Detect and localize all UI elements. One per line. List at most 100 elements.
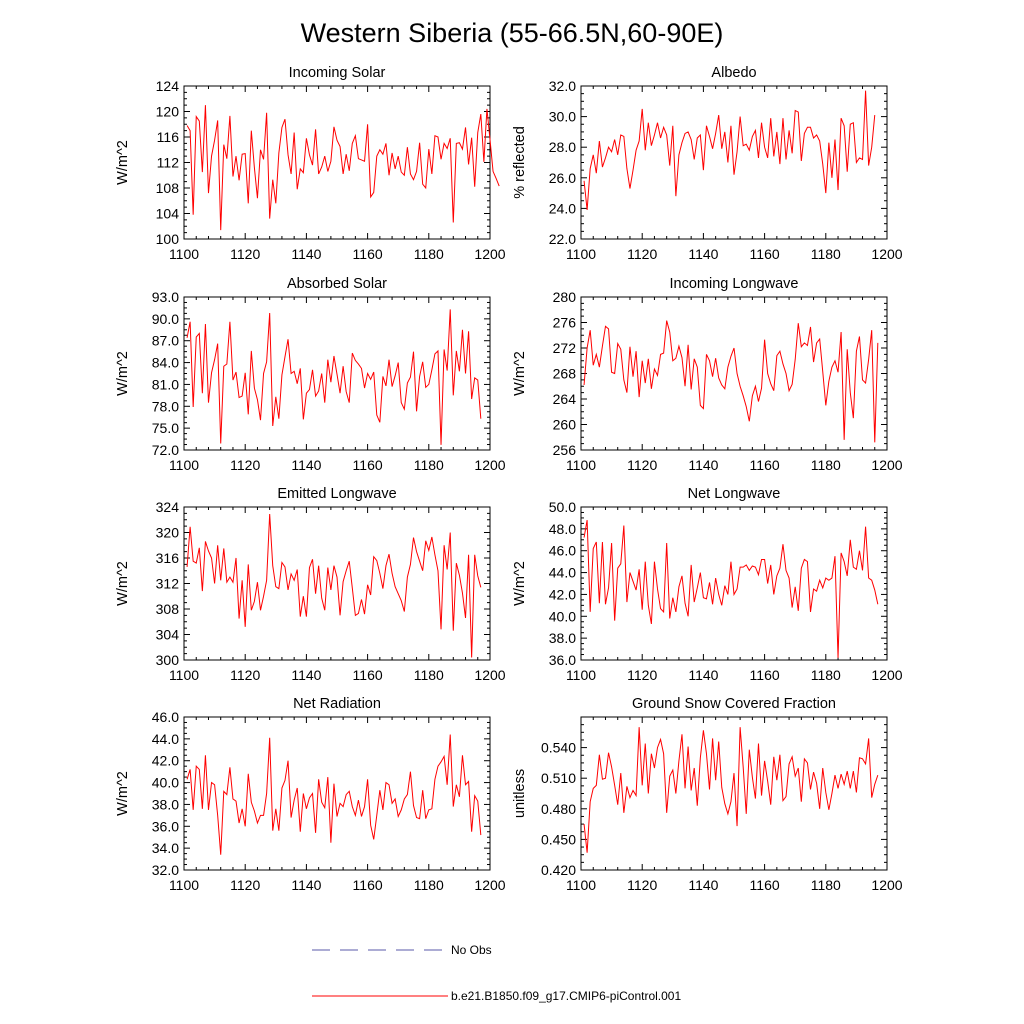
plot-frame	[184, 86, 490, 239]
y-tick-label: 312	[156, 576, 180, 592]
y-tick-label: 87.0	[152, 333, 179, 349]
y-tick-label: 112	[157, 155, 180, 171]
x-tick-label: 1160	[750, 877, 780, 893]
x-tick-label: 1180	[414, 457, 444, 473]
y-tick-label: 316	[156, 550, 180, 566]
x-tick-label: 1140	[688, 667, 718, 683]
y-axis-label: unitless	[512, 769, 528, 818]
y-tick-label: 0.480	[541, 801, 576, 817]
panel-title: Ground Snow Covered Fraction	[632, 696, 836, 712]
panel-title: Emitted Longwave	[277, 486, 396, 502]
x-tick-label: 1200	[474, 457, 505, 473]
panel-title: Incoming Solar	[289, 65, 386, 81]
y-tick-label: 38.0	[152, 796, 179, 812]
plot-frame	[184, 717, 490, 870]
x-tick-label: 1200	[474, 246, 505, 262]
x-tick-label: 1200	[871, 877, 902, 893]
y-tick-label: 44.0	[152, 731, 179, 747]
y-tick-label: 40.0	[152, 775, 179, 791]
y-tick-label: 256	[553, 442, 577, 458]
y-tick-label: 84.0	[152, 355, 179, 371]
y-tick-label: 93.0	[152, 289, 179, 305]
panel-emitted-longwave: Emitted Longwave W/m^2 1100 1120 1140 1160 118…	[115, 486, 506, 683]
y-tick-label: 300	[156, 652, 180, 668]
y-axis-label: % reflected	[512, 126, 528, 199]
x-tick-label: 1180	[414, 667, 444, 683]
x-tick-label: 1100	[566, 877, 596, 893]
panel-absorbed-solar: Absorbed Solar W/m^2 1100 1120 1140 1160 1180 1…	[115, 276, 506, 473]
y-tick-label: 104	[156, 206, 180, 222]
y-tick-label: 78.0	[152, 398, 179, 414]
legend: No Obs b.e21.B1850.f09_g17.CMIP6-piContr…	[312, 943, 681, 1003]
y-tick-label: 48.0	[549, 521, 576, 537]
y-tick-label: 26.0	[549, 170, 576, 186]
x-tick-label: 1160	[353, 667, 383, 683]
y-tick-label: 124	[156, 78, 180, 94]
y-tick-label: 24.0	[549, 200, 576, 216]
panel-albedo: Albedo % reflected 1100 1120 1140 1160 1180 120…	[512, 65, 903, 262]
y-tick-label: 264	[553, 391, 577, 407]
legend-no-obs-label: No Obs	[451, 943, 492, 957]
x-tick-label: 1120	[627, 246, 657, 262]
plot-frame	[581, 297, 887, 450]
series-line	[584, 520, 878, 658]
x-tick-label: 1160	[353, 457, 383, 473]
y-tick-label: 100	[156, 231, 180, 247]
y-tick-label: 324	[156, 499, 180, 515]
x-tick-label: 1140	[291, 457, 321, 473]
panel-title: Net Longwave	[688, 486, 781, 502]
chart-panels: Incoming Solar W/m^2 1100 1120 1140 1160 1180 1…	[115, 65, 903, 893]
y-tick-label: 75.0	[152, 420, 179, 436]
panel-net-longwave: Net Longwave W/m^2 1100 1120 1140 1160 1180 120…	[512, 486, 903, 683]
x-tick-label: 1160	[750, 457, 780, 473]
panel-ground-snow-covered-fraction: Ground Snow Covered Fraction unitless 1100…	[512, 696, 903, 893]
panel-title: Albedo	[711, 65, 756, 81]
y-tick-label: 260	[553, 417, 577, 433]
x-tick-label: 1180	[414, 246, 444, 262]
y-axis-label: W/m^2	[512, 351, 528, 396]
y-tick-label: 30.0	[549, 109, 576, 125]
x-tick-label: 1140	[291, 667, 321, 683]
series-line	[187, 514, 481, 657]
y-tick-label: 32.0	[549, 78, 576, 94]
y-axis-label: W/m^2	[115, 351, 131, 396]
y-axis-label: W/m^2	[115, 771, 131, 816]
y-tick-label: 108	[156, 180, 180, 196]
x-tick-label: 1140	[291, 877, 321, 893]
y-tick-label: 42.0	[549, 586, 576, 602]
figure: Western Siberia (55-66.5N,60-90E) Incomi…	[0, 0, 1024, 1024]
x-tick-label: 1120	[627, 667, 657, 683]
y-tick-label: 36.0	[549, 652, 576, 668]
x-tick-label: 1140	[291, 246, 321, 262]
x-tick-label: 1200	[871, 457, 902, 473]
y-tick-label: 46.0	[152, 709, 179, 725]
panel-title: Incoming Longwave	[670, 276, 799, 292]
series-line	[187, 309, 481, 445]
x-tick-label: 1160	[353, 877, 383, 893]
x-tick-label: 1160	[353, 246, 383, 262]
y-tick-label: 0.510	[541, 770, 576, 786]
y-tick-label: 46.0	[549, 543, 576, 559]
plot-frame	[581, 86, 887, 239]
series-line	[584, 321, 878, 443]
x-tick-label: 1180	[811, 877, 841, 893]
y-tick-label: 40.0	[549, 608, 576, 624]
panel-incoming-solar: Incoming Solar W/m^2 1100 1120 1140 1160 1180 1…	[115, 65, 506, 262]
x-tick-label: 1200	[871, 246, 902, 262]
y-tick-label: 0.540	[541, 740, 576, 756]
x-tick-label: 1120	[230, 457, 260, 473]
legend-model-label: b.e21.B1850.f09_g17.CMIP6-piControl.001	[451, 989, 681, 1003]
plot-frame	[581, 717, 887, 870]
y-tick-label: 34.0	[152, 840, 179, 856]
y-tick-label: 28.0	[549, 139, 576, 155]
y-tick-label: 38.0	[549, 630, 576, 646]
x-tick-label: 1120	[230, 246, 260, 262]
figure-title: Western Siberia (55-66.5N,60-90E)	[301, 18, 724, 48]
x-tick-label: 1180	[811, 667, 841, 683]
series-line	[187, 734, 481, 854]
x-tick-label: 1200	[871, 667, 902, 683]
y-tick-label: 320	[156, 525, 180, 541]
x-tick-label: 1100	[169, 667, 199, 683]
panel-title: Absorbed Solar	[287, 276, 387, 292]
x-tick-label: 1140	[688, 877, 718, 893]
